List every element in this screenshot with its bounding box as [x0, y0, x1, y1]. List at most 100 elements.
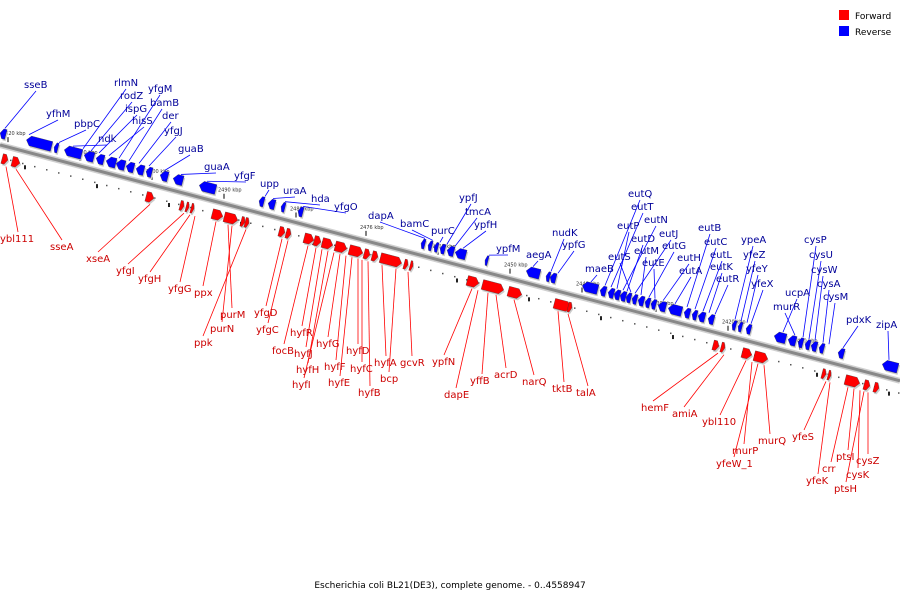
minor-tick [298, 235, 300, 237]
gene-label: eutM [634, 246, 659, 257]
gene-label: eutK [710, 262, 733, 273]
gene-label: ptsI [836, 452, 854, 463]
gene-label: hyfF [324, 362, 346, 373]
gene-label: sseB [24, 80, 48, 91]
forward-gene [872, 382, 881, 395]
reverse-gene [279, 202, 287, 215]
minor-tick-bar [816, 373, 818, 377]
minor-tick [58, 172, 60, 174]
leader-line [482, 293, 488, 374]
forward-gene [223, 212, 241, 227]
leader-line [73, 145, 107, 146]
gene-label: ypfH [474, 220, 497, 231]
reverse-gene [483, 255, 490, 267]
gene-label: ypeA [741, 235, 766, 246]
gene-label: purN [210, 324, 234, 335]
minor-tick [430, 270, 432, 272]
gene-label: eutS [608, 252, 631, 263]
gene-label: der [162, 111, 180, 122]
gene-label: yfeK [806, 476, 829, 487]
gene-label: sseA [50, 242, 74, 253]
gene-label: focB [272, 346, 294, 357]
forward-gene [844, 375, 863, 390]
forward-gene [741, 348, 755, 362]
forward-gene [753, 351, 771, 366]
leader-line [6, 167, 18, 232]
minor-tick [814, 370, 816, 372]
genome-backbone [0, 145, 900, 381]
minor-tick [454, 276, 456, 278]
reverse-gene [105, 156, 119, 170]
leader-line [514, 300, 534, 375]
gene-label: cysA [817, 279, 841, 290]
gene-labels: sseByfhMpbpCndkrlmNrodZispGhisSyfgMbamBd… [0, 78, 897, 495]
leader-line [128, 213, 184, 264]
leader-line [440, 237, 443, 242]
gene-label: murQ [758, 436, 786, 447]
minor-tick [622, 320, 624, 322]
gene-label: pbpC [74, 119, 100, 130]
minor-tick [250, 223, 252, 225]
minor-tick [178, 204, 180, 206]
leader-line [181, 173, 216, 174]
leader-line [302, 248, 316, 326]
forward-gene [189, 203, 196, 215]
minor-tick [526, 295, 528, 297]
leader-line [389, 269, 396, 372]
minor-tick [610, 317, 612, 319]
minor-tick [202, 210, 204, 212]
minor-tick [34, 166, 36, 168]
gene-label: yfeS [792, 432, 814, 443]
gene-label: ypfG [562, 240, 586, 251]
tick-label: 2450 kbp [504, 263, 528, 269]
leader-line [16, 169, 62, 240]
backbone-line [0, 145, 900, 381]
minor-tick [646, 326, 648, 328]
gene-arrow [198, 180, 217, 194]
minor-tick [274, 229, 276, 231]
reverse-gene [172, 173, 186, 187]
forward-gene [719, 342, 727, 355]
gene-label: hyfH [296, 365, 319, 376]
gene-label: yfeX [751, 279, 774, 290]
gene-label: hyfI [292, 380, 311, 391]
minor-tick [730, 348, 732, 350]
minor-tick-bar [888, 392, 890, 396]
leader-line [59, 130, 86, 142]
gene-label: zipA [876, 320, 897, 331]
leader-line [558, 251, 574, 273]
minor-tick-bar [528, 297, 530, 301]
minor-tick [550, 301, 552, 303]
gene-label: bamC [400, 219, 429, 230]
gene-label: yfgM [148, 84, 172, 95]
gene-label: yfgO [334, 202, 358, 213]
leader-line [149, 137, 176, 166]
gene-label: eutH [677, 253, 701, 264]
minor-tick [22, 163, 24, 165]
gene-label: talA [576, 388, 596, 399]
minor-tick [442, 273, 444, 275]
minor-tick [670, 333, 672, 335]
gene-arrow [145, 191, 155, 203]
gene-label: crr [822, 464, 836, 475]
gene-label: eutR [716, 274, 739, 285]
forward-gene [826, 370, 833, 382]
leader-line [165, 155, 190, 170]
minor-tick-bar [672, 335, 674, 339]
minor-tick [886, 389, 888, 391]
gene-label: uraA [283, 186, 307, 197]
gene-label: eutB [698, 223, 721, 234]
gene-label: hyfJ [294, 349, 313, 360]
leader-line [340, 257, 352, 376]
forward-gene [481, 280, 507, 297]
gene-label: cysW [811, 265, 838, 276]
gene-label: bcp [380, 374, 398, 385]
leader-line [456, 290, 478, 388]
leader-line [265, 190, 269, 196]
minor-tick [130, 191, 132, 193]
gene-label: ypfM [496, 244, 520, 255]
minor-tick [802, 367, 804, 369]
gene-label: narQ [522, 377, 547, 388]
leader-line [29, 120, 58, 135]
